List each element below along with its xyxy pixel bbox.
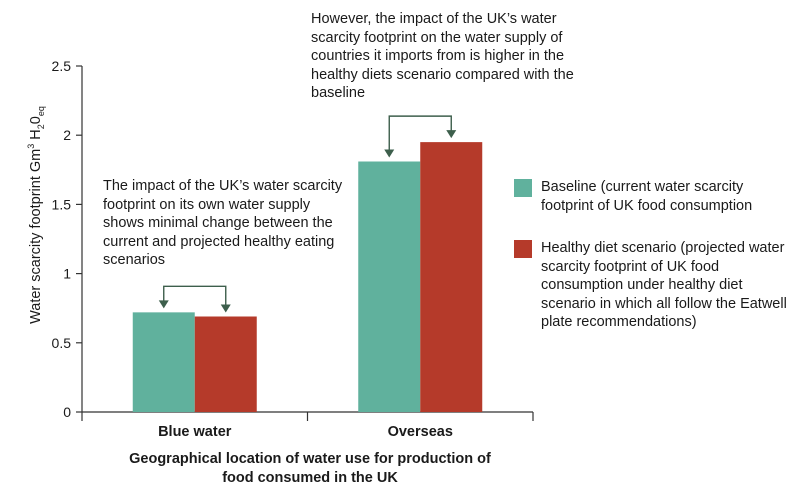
x-category-label: Blue water: [158, 424, 232, 440]
x-axis-label: Geographical location of water use for p…: [129, 451, 491, 486]
y-tick-label: 2.5: [52, 58, 72, 74]
bracket-arrow-line: [388, 115, 452, 152]
legend-swatch-baseline: [514, 179, 532, 197]
arrowhead: [158, 300, 169, 309]
x-categories: Blue water Overseas: [158, 424, 453, 440]
y-tick-label: 1.5: [52, 196, 72, 212]
y-tick-label: 2: [63, 127, 71, 143]
y-tick-label: 0.5: [52, 335, 72, 351]
annotation-blue-water: The impact of the UK’s water scarcity fo…: [103, 178, 343, 268]
bar-blue-water-1: [194, 316, 257, 412]
y-tick-label: 0: [63, 404, 71, 420]
y-ticks: 0 0.5 1 1.5 2 2.5: [52, 58, 82, 420]
annotation-overseas: However, the impact of the UK’s water sc…: [311, 11, 574, 101]
annotation-arrows: [158, 115, 457, 313]
bars: [132, 142, 483, 412]
y-tick-label: 1: [63, 266, 71, 282]
legend-label-baseline: Baseline (current water scarcity footpri…: [541, 179, 753, 214]
bar-overseas-0: [358, 161, 421, 412]
bracket-arrow-line: [163, 285, 227, 307]
arrowhead: [446, 130, 457, 139]
x-category-label: Overseas: [388, 424, 453, 440]
legend-label-healthy-diet: Healthy diet scenario (projected water s…: [541, 240, 787, 330]
bar-blue-water-0: [132, 312, 195, 412]
arrowhead: [220, 304, 231, 313]
legend-swatch-healthy-diet: [514, 240, 532, 258]
bar-overseas-1: [420, 142, 483, 412]
arrowhead: [384, 149, 395, 158]
